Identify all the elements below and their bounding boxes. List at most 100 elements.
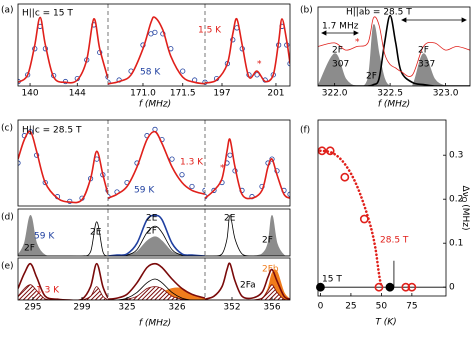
panel-frame	[17, 208, 291, 257]
annotation: *	[220, 164, 225, 174]
x-tick-label: 75	[406, 302, 417, 312]
y-tick-label: 0.2	[449, 195, 463, 205]
y-tick-label: 0.3	[449, 151, 463, 161]
spectrum-line	[205, 262, 290, 300]
annotation: 2E	[146, 214, 158, 224]
hatched-peak	[18, 284, 108, 300]
y-axis-label-main: Δν	[461, 186, 471, 197]
data-point	[340, 172, 350, 182]
data-point	[325, 146, 335, 156]
panel-label: (e)	[1, 262, 14, 272]
spectrum-line	[108, 262, 205, 300]
x-tick-label: 352	[223, 303, 240, 313]
data-point	[269, 156, 275, 162]
panel-frame	[17, 119, 291, 207]
data-point	[407, 282, 417, 292]
y-axis-label: ΔνQ(MHz)	[460, 186, 471, 231]
spectrum-line	[318, 14, 470, 86]
annotation: 28.5 T	[380, 236, 409, 246]
data-point	[152, 29, 158, 35]
x-tick-label: 171.0	[130, 89, 156, 99]
data-point	[105, 187, 108, 193]
annotation: H||c = 28.5 T	[22, 126, 82, 136]
annotation: 59 K	[34, 232, 55, 242]
annotation: 59 K	[134, 186, 155, 196]
data-point	[179, 172, 185, 178]
x-tick-label: 326	[168, 303, 185, 313]
annotation: H||c = 15 T	[22, 9, 73, 19]
x-tick-label: 325	[118, 303, 135, 313]
x-tick-label: 323.0	[433, 89, 459, 99]
x-tick-label: 322.5	[377, 89, 403, 99]
data-point	[374, 282, 384, 292]
spectrum-line	[318, 16, 470, 77]
x-tick-label: 197	[213, 89, 230, 99]
annotation: *	[257, 60, 262, 70]
x-tick-label: 322.0	[322, 89, 348, 99]
annotation: 1.3 K	[36, 286, 60, 296]
data-point	[359, 214, 369, 224]
spectrum-line	[108, 278, 205, 300]
x-tick-label: 171.5	[170, 89, 196, 99]
panel-label: (a)	[1, 6, 14, 16]
data-point	[169, 156, 175, 162]
spectrum-line	[18, 16, 108, 84]
panel-label: (f)	[300, 126, 310, 136]
data-point	[254, 72, 260, 78]
annotation: 1.3 K	[180, 158, 204, 168]
annotation: 1.7 MHz	[322, 22, 359, 32]
annotation: 337	[418, 60, 435, 70]
data-point	[42, 179, 48, 186]
y-tick-label: 0	[449, 283, 455, 293]
annotation: 58 K	[140, 68, 161, 78]
x-tick-label: 144	[69, 89, 86, 99]
x-axis-label: f (MHz)	[378, 100, 410, 110]
annotation: 2F	[24, 244, 35, 254]
panel-frame	[317, 119, 447, 297]
x-axis-label: f (MHz)	[139, 319, 171, 329]
fit-curve	[319, 149, 383, 289]
data-point	[202, 79, 205, 85]
annotation: 1.5 K	[198, 26, 222, 36]
arrowhead	[401, 17, 467, 23]
y-axis-label-unit: (MHz)	[461, 204, 471, 230]
data-point	[108, 79, 111, 85]
spectrum-line	[18, 130, 108, 204]
x-axis-label: f (MHz)	[139, 100, 171, 110]
data-point	[316, 282, 325, 292]
panel-label: (d)	[1, 213, 14, 223]
filled-peak	[108, 236, 205, 256]
panel-frame	[17, 257, 291, 301]
data-point	[401, 282, 411, 292]
data-point	[317, 146, 327, 156]
spectrum-line	[205, 17, 290, 84]
x-tick-label: 295	[24, 303, 41, 313]
x-tick-label: 201	[267, 89, 284, 99]
x-tick-label: 356	[263, 303, 280, 313]
data-point	[227, 152, 233, 158]
annotation: 2F	[332, 46, 343, 56]
data-point	[180, 68, 186, 74]
spectrum-line	[18, 221, 108, 256]
arrowhead	[321, 30, 359, 36]
x-axis-label: T (K)	[375, 318, 396, 328]
annotation: H||ab = 28.5 T	[346, 8, 412, 18]
y-axis-label-sub: Q	[460, 197, 468, 203]
annotation: 2F	[418, 46, 429, 56]
filled-peak	[18, 214, 108, 256]
x-tick-label: 299	[73, 303, 90, 313]
data-point	[385, 282, 395, 292]
hatched-peak	[205, 284, 290, 300]
data-point	[202, 187, 205, 193]
span-arrows	[321, 17, 467, 36]
annotation: 2F	[146, 227, 157, 237]
annotation: 2Fa	[240, 281, 256, 291]
y-tick-label: 0.1	[449, 239, 463, 249]
filled-peak	[205, 214, 290, 256]
annotation: 2Fb	[262, 265, 279, 275]
panel-label: (b)	[300, 6, 313, 16]
spectrum-line	[108, 16, 205, 85]
data-point	[105, 74, 108, 80]
